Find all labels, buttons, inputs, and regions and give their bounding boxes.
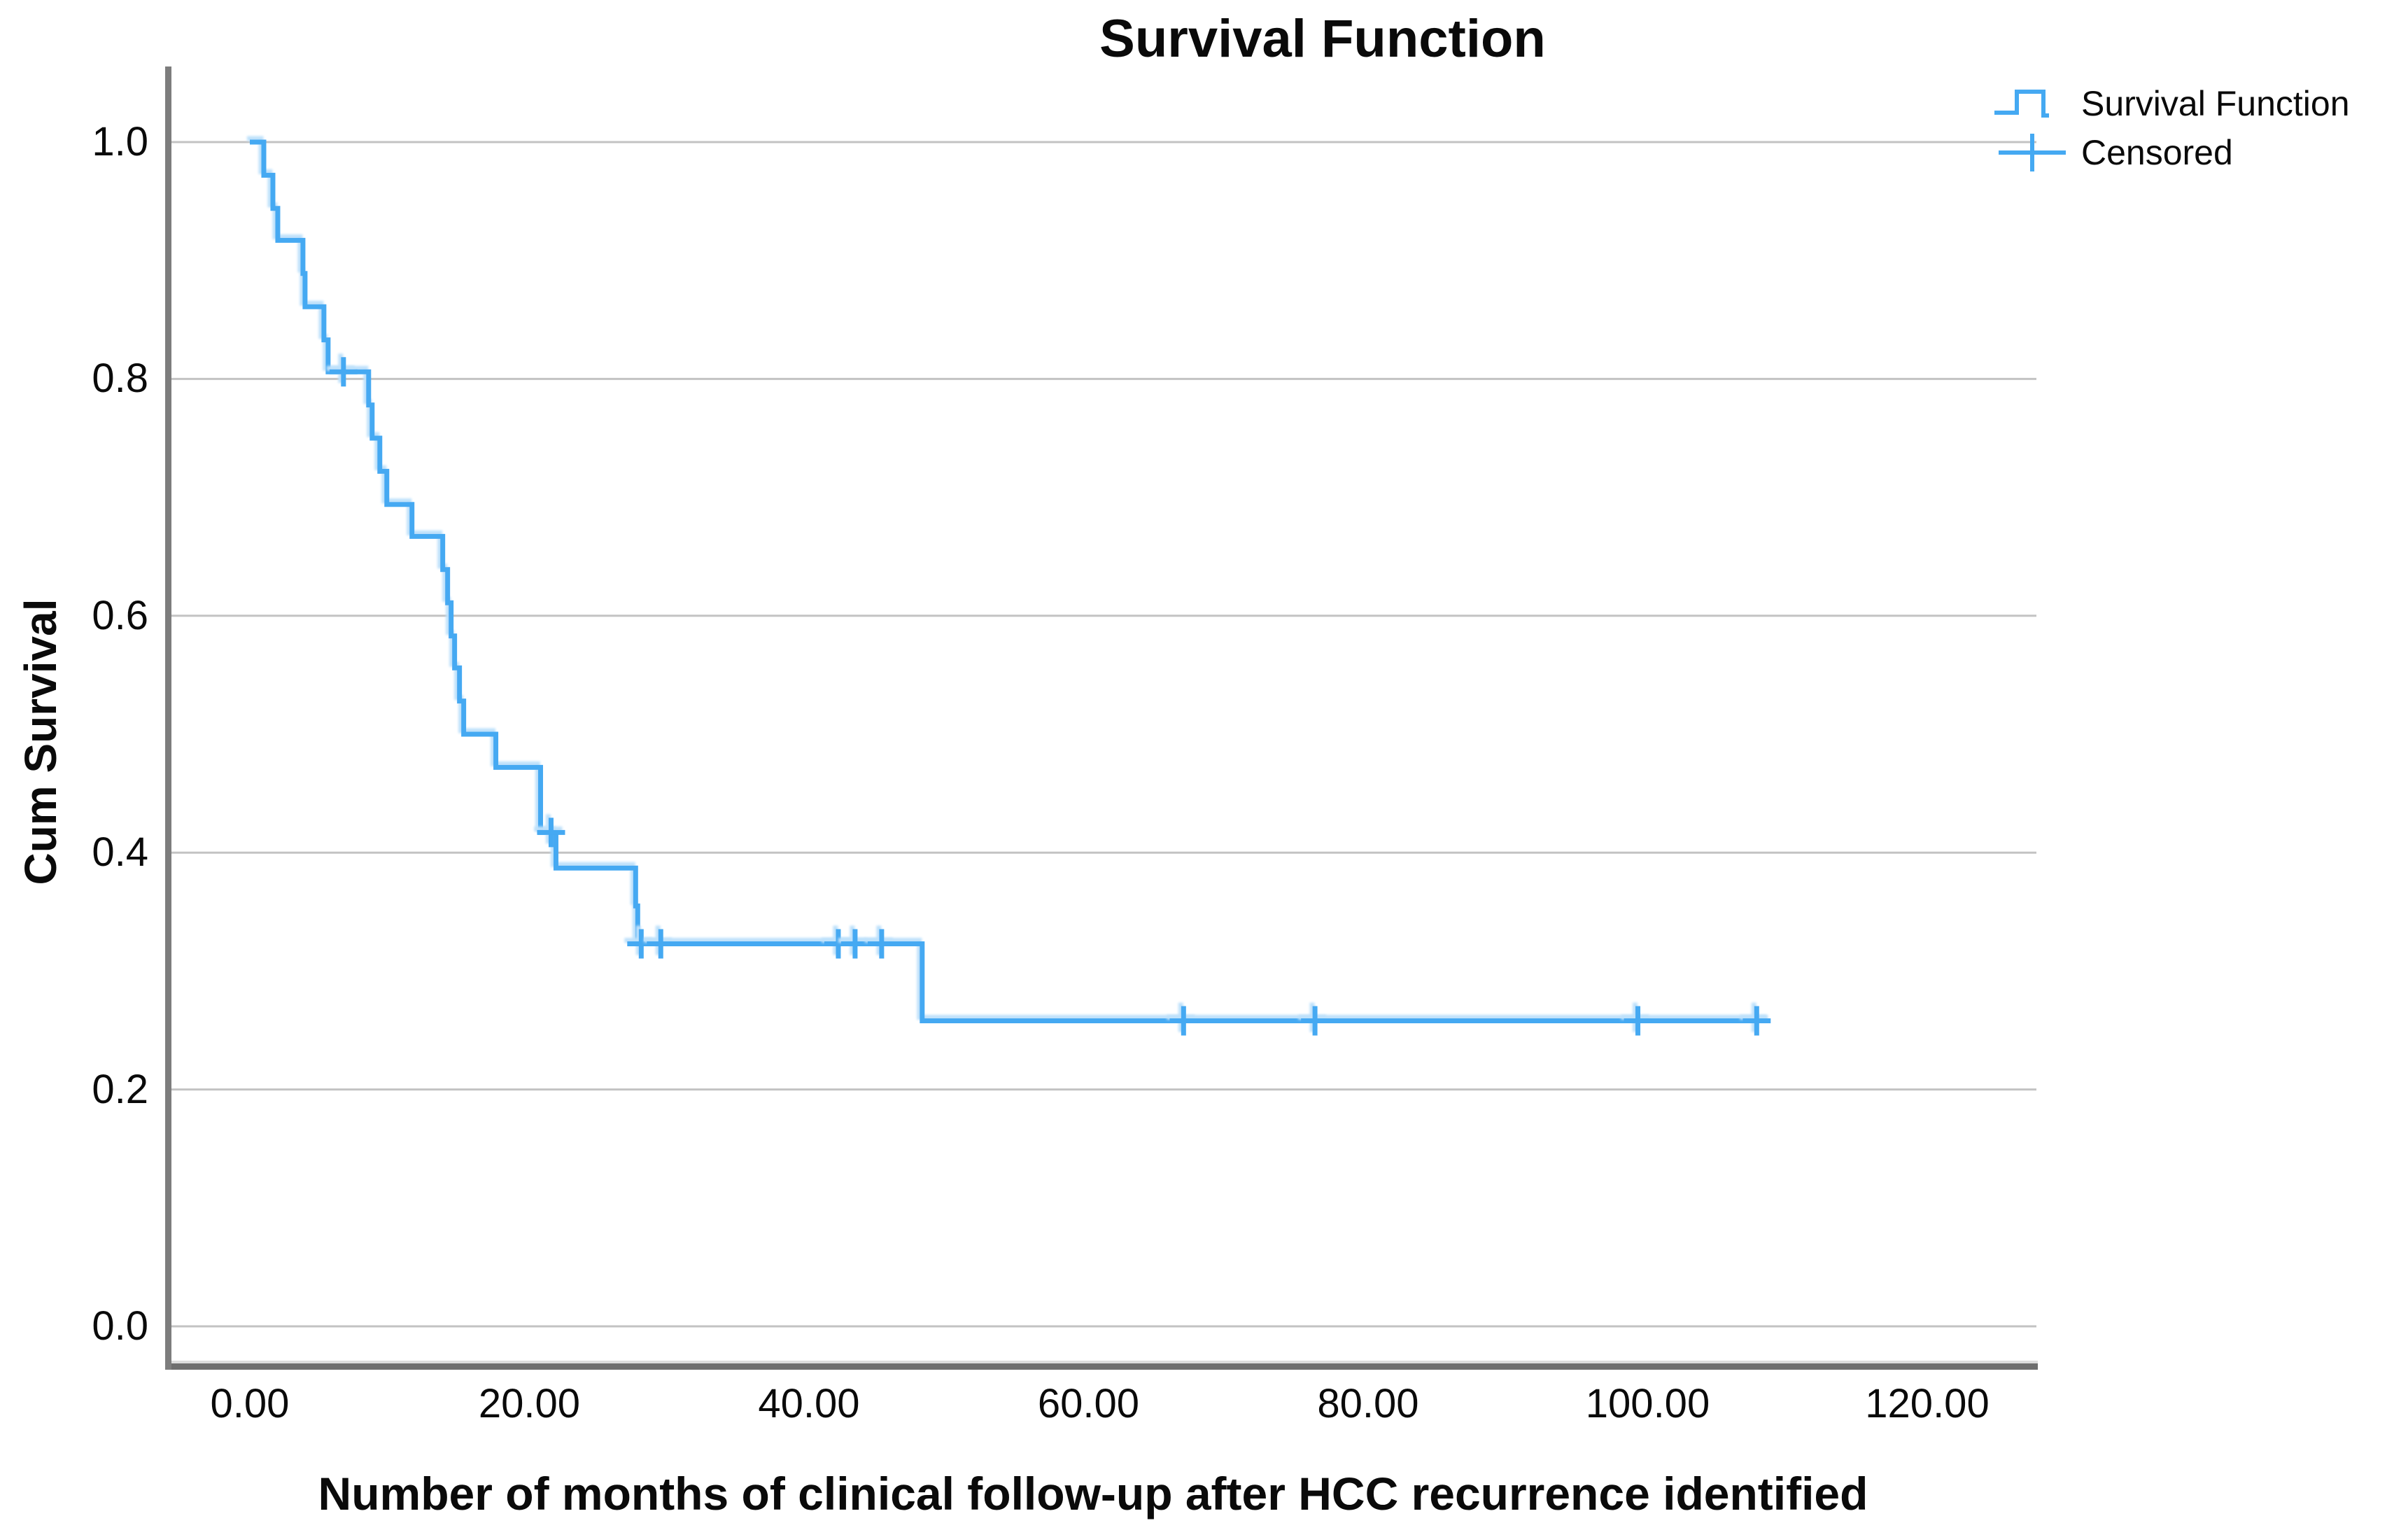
- legend: Survival Function Censored: [1993, 81, 2350, 175]
- x-axis-title: Number of months of clinical follow-up a…: [318, 1468, 1868, 1520]
- axis-spines: [165, 66, 2038, 1370]
- y-tick-label-0.8: 0.8: [92, 356, 148, 402]
- censored-mark: [1169, 1006, 1198, 1036]
- censored-marks: [329, 357, 1771, 1036]
- x-tick-label-40.00: 40.00: [758, 1381, 860, 1426]
- censored-mark: [1742, 1006, 1771, 1036]
- legend-label-survival-function: Survival Function: [2081, 84, 2350, 123]
- censored-mark: [1624, 1006, 1652, 1036]
- x-tick-label-60.00: 60.00: [1037, 1381, 1140, 1426]
- x-tick-label-100.00: 100.00: [1585, 1381, 1710, 1426]
- legend-label-censored: Censored: [2081, 133, 2233, 172]
- censored-mark: [867, 929, 896, 959]
- x-tick-label-80.00: 80.00: [1317, 1381, 1419, 1426]
- plus-icon: [1999, 134, 2066, 171]
- censored-mark: [647, 929, 675, 959]
- legend-item-censored: Censored: [1993, 130, 2350, 175]
- survival-curve: [250, 139, 1770, 1023]
- gridlines: [165, 141, 2036, 1328]
- chart-title: Survival Function: [1099, 9, 1546, 69]
- x-tick-label-120.00: 120.00: [1865, 1381, 1990, 1426]
- y-tick-label-1.0: 1.0: [92, 119, 148, 164]
- y-tick-label-0.2: 0.2: [92, 1066, 148, 1112]
- censored-mark: [329, 357, 358, 387]
- x-axis-spine: [165, 1363, 2038, 1370]
- censored-mark: [537, 817, 565, 848]
- survival-step-curve: [250, 139, 1770, 1023]
- x-tick-label-0.00: 0.00: [210, 1381, 290, 1426]
- y-tick-label-0.6: 0.6: [92, 592, 148, 638]
- step-line-icon: [1994, 90, 2049, 118]
- y-tick-label-0.4: 0.4: [92, 829, 148, 876]
- x-axis-spine-highlight: [165, 1361, 2038, 1363]
- y-axis-spine: [165, 66, 171, 1370]
- x-tick-label-20.00: 20.00: [478, 1381, 581, 1426]
- censored-mark: [1301, 1006, 1330, 1036]
- legend-item-survival-function: Survival Function: [1993, 81, 2350, 126]
- y-tick-label-0.0: 0.0: [92, 1303, 148, 1349]
- censored-mark: [840, 929, 869, 959]
